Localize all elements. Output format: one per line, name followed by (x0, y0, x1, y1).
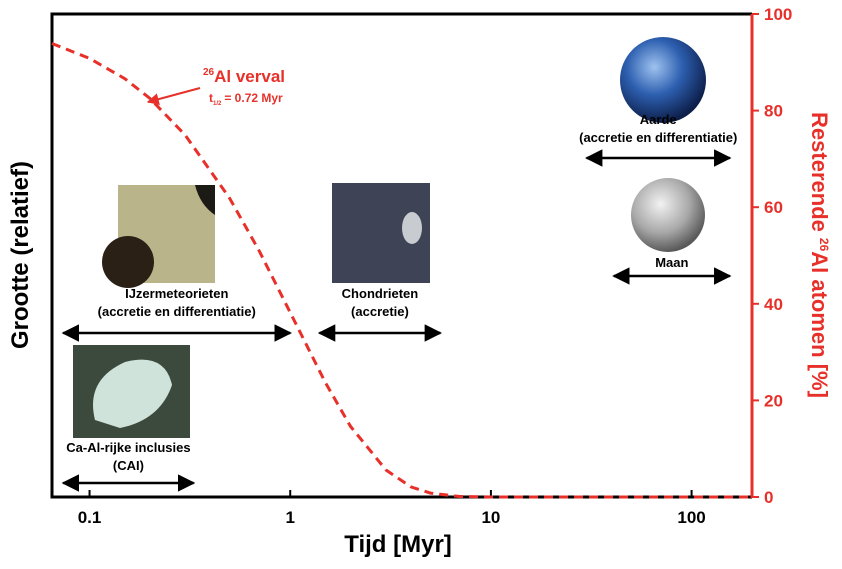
earth-image (620, 37, 706, 123)
x-tick-label: 10 (481, 508, 500, 527)
annotation: 26Al verval (203, 67, 285, 86)
range-label: Ca-Al-rijke inclusies (66, 440, 190, 455)
y2-tick-label: 100 (764, 5, 792, 24)
halflife-text: = 0.72 Myr (224, 91, 283, 105)
chart: Grootte (relatief) Tijd [Myr] Resterende… (0, 0, 842, 569)
range-label: (accretie en differentiatie) (579, 130, 737, 145)
halflife: t1/2= 0.72 Myr (209, 91, 283, 107)
range-label: (CAI) (113, 458, 144, 473)
y2-label-part: Al atomen [%] (807, 251, 832, 398)
range-label: Maan (655, 255, 688, 270)
moon-image (631, 178, 705, 252)
range-label: (accretie) (351, 304, 409, 319)
x-tick-label: 0.1 (78, 508, 102, 527)
y2-axis-label: Resterende 26Al atomen [%] (807, 112, 832, 398)
y2-tick-label: 80 (764, 102, 783, 121)
y2-label-sup: 26 (817, 238, 831, 252)
y2-tick-label: 0 (764, 488, 773, 507)
range-label: (accretie en differentiatie) (98, 304, 256, 319)
y2-label-part: Resterende (807, 112, 832, 232)
photo-detail (402, 212, 422, 244)
range-label: Aarde (640, 112, 677, 127)
x-tick-label: 100 (677, 508, 705, 527)
x-tick-label: 1 (285, 508, 294, 527)
y-axis-label: Grootte (relatief) (7, 161, 34, 349)
y2-tick-label: 60 (764, 198, 783, 217)
annotation-sup: 26 (203, 67, 215, 78)
range-label: Chondrieten (342, 286, 419, 301)
halflife-sub: 1/2 (213, 101, 222, 107)
y2-tick-label: 20 (764, 391, 783, 410)
range-label: IJzermeteorieten (125, 286, 228, 301)
x-axis-label: Tijd [Myr] (344, 531, 452, 558)
annotation-arrow (148, 88, 200, 102)
y2-tick-label: 40 (764, 295, 783, 314)
annotation-text: Al verval (214, 67, 285, 86)
photo-detail (102, 236, 154, 288)
